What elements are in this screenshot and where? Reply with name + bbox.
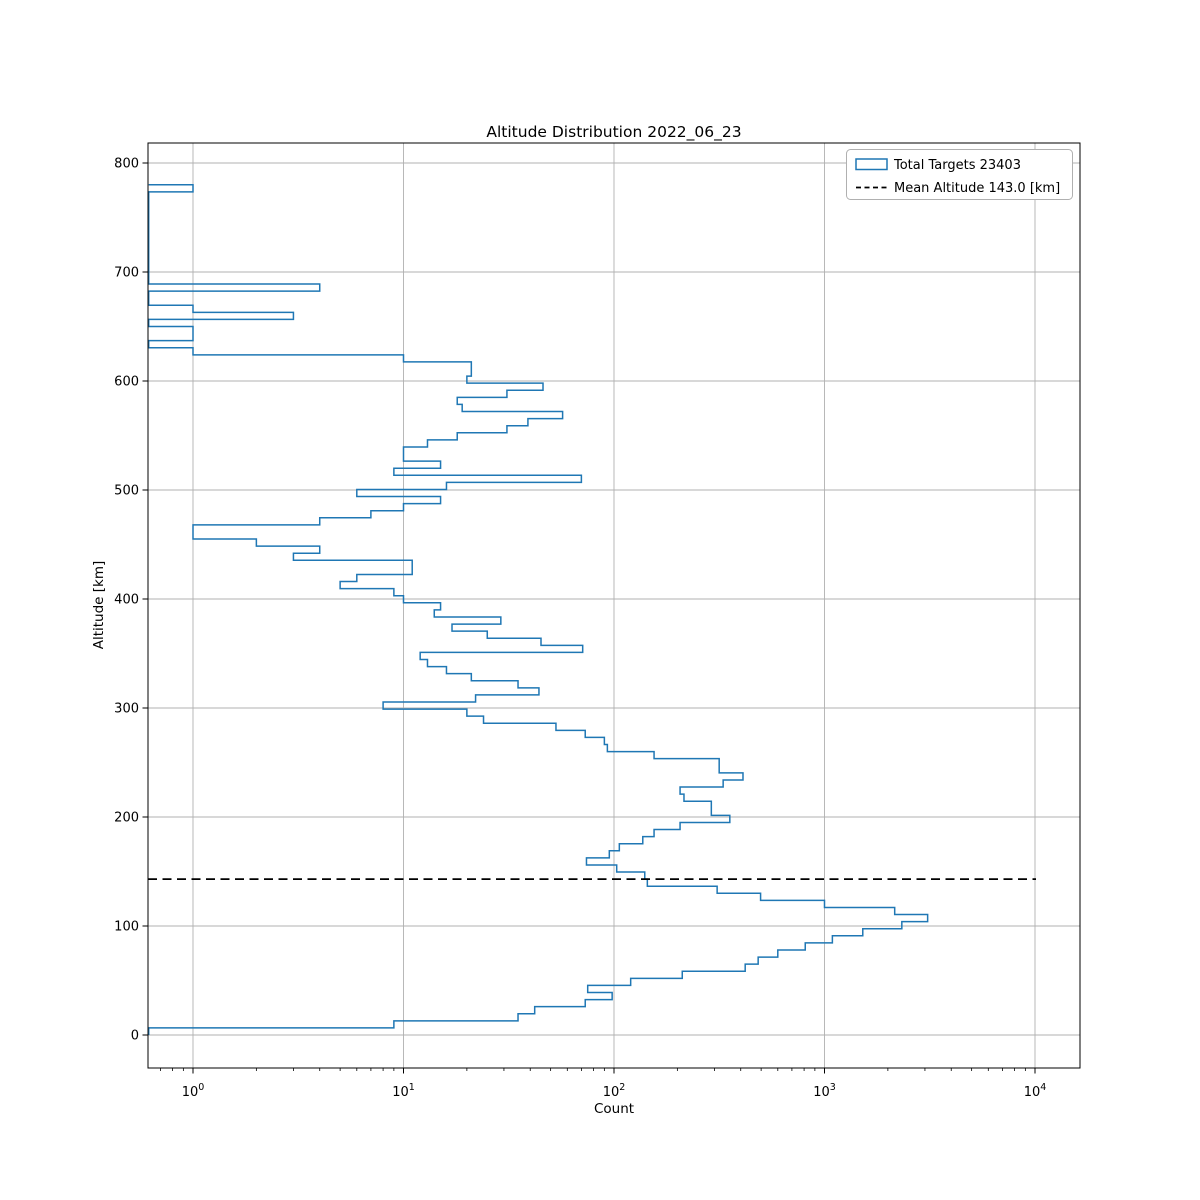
legend-entry-total-targets: Total Targets 23403 [893, 158, 1021, 173]
x-tick-label: 100 [182, 1082, 205, 1100]
y-axis-label: Altitude [km] [91, 561, 107, 650]
y-tick-label: 400 [114, 593, 139, 608]
y-tick-label: 100 [114, 920, 139, 935]
x-tick-label: 102 [603, 1082, 626, 1100]
y-tick-label: 800 [114, 157, 139, 172]
y-tick-label: 0 [131, 1029, 139, 1044]
x-tick-label: 101 [392, 1082, 415, 1100]
legend-histogram-marker-icon [855, 158, 888, 171]
histogram-step-line [147, 184, 929, 1035]
legend-entry-mean-altitude: Mean Altitude 143.0 [km] [894, 181, 1060, 196]
plot-frame [147, 142, 1081, 1069]
x-tick-label: 104 [1024, 1082, 1047, 1100]
axis-ticks [142, 162, 1036, 1074]
legend-box [846, 149, 1073, 200]
legend: Total Targets 23403 Mean Altitude 143.0 … [846, 149, 1073, 200]
grid-lines [148, 143, 1080, 1068]
y-tick-label: 700 [114, 266, 139, 281]
x-tick-label: 103 [813, 1082, 836, 1100]
chart-title: Altitude Distribution 2022_06_23 [486, 123, 741, 142]
x-axis-label: Count [594, 1101, 634, 1117]
axis-tick-labels: 100 101 102 103 104 0 100 200 300 400 500 600 700 800 [114, 157, 1046, 1101]
y-tick-label: 300 [114, 702, 139, 717]
y-tick-label: 200 [114, 811, 139, 826]
y-tick-label: 500 [114, 484, 139, 499]
y-tick-label: 600 [114, 375, 139, 390]
